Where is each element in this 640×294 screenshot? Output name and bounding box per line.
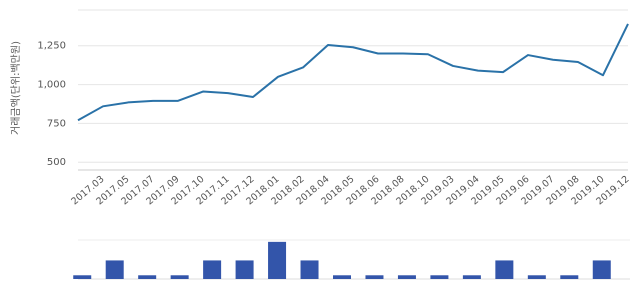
- line: [77, 23, 629, 122]
- bar: [268, 241, 287, 279]
- bar: [300, 260, 319, 279]
- bar: [138, 275, 157, 279]
- bar: [495, 260, 514, 279]
- bar: [333, 275, 351, 279]
- bar: [560, 275, 579, 279]
- bar: [73, 275, 92, 279]
- bar: [527, 275, 546, 279]
- bar: [430, 275, 449, 279]
- y-tick-label: 750: [47, 118, 66, 129]
- bar: [397, 275, 416, 279]
- bar: [365, 275, 384, 279]
- bar: [170, 275, 189, 279]
- y-tick-label: 500: [47, 157, 66, 168]
- bar: [592, 260, 611, 279]
- bar: [203, 260, 222, 279]
- bar: [235, 260, 254, 279]
- bar: [105, 260, 124, 279]
- y-tick-label: 1,000: [37, 80, 66, 91]
- y-axis-label: 거래금액(단위:백만원): [9, 41, 22, 135]
- bar: [462, 275, 481, 279]
- y-tick-label: 1,250: [37, 41, 66, 52]
